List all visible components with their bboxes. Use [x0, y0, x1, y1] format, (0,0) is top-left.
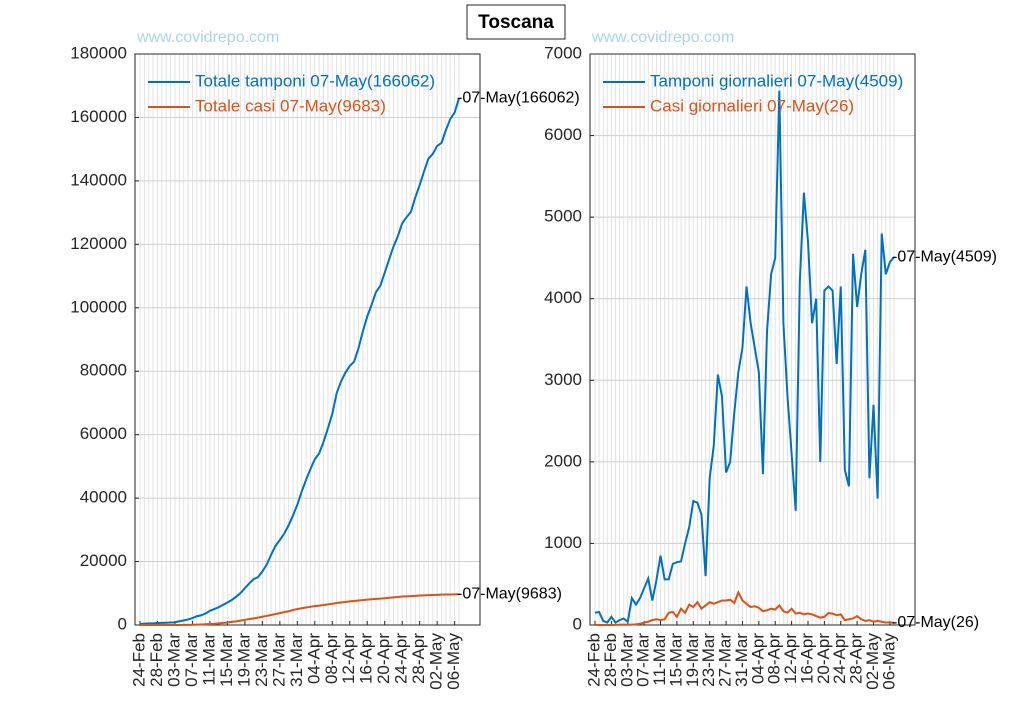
series-line [140, 593, 460, 626]
x-tick-label: 15-Mar [666, 633, 685, 687]
title-box [466, 4, 566, 40]
figure-title: Toscana [478, 12, 554, 33]
x-tick-label: 02-May [427, 633, 446, 690]
x-tick-label: 19-Mar [234, 633, 253, 687]
x-tick-label: 31-Mar [287, 633, 306, 687]
end-annotation: -07-May(4509) [892, 248, 997, 265]
y-tick-label: 2000 [544, 451, 582, 470]
y-tick-label: 20000 [80, 551, 127, 570]
y-tick-label: 100000 [70, 297, 127, 316]
x-tick-label: 11-Mar [199, 633, 218, 686]
y-tick-label: 5000 [544, 207, 582, 226]
y-tick-label: 60000 [80, 424, 127, 443]
y-tick-label: 3000 [544, 370, 582, 389]
x-tick-label: 28-Apr [847, 633, 866, 684]
axes-box [589, 53, 916, 626]
watermark: www.covidrepo.com [136, 29, 279, 46]
subplot: 0200004000060000800001000001200001400001… [70, 29, 580, 690]
x-tick-label: 24-Feb [584, 633, 603, 687]
axes-box [134, 53, 481, 626]
x-tick-label: 24-Apr [392, 633, 411, 684]
end-annotation: -07-May(166062) [457, 89, 580, 106]
x-tick-label: 31-Mar [732, 633, 751, 687]
y-tick-label: 80000 [80, 361, 127, 380]
x-tick-label: 08-Apr [322, 633, 341, 684]
x-tick-label: 04-Apr [304, 633, 323, 684]
x-tick-label: 28-Feb [601, 633, 620, 687]
x-tick-label: 06-May [444, 633, 463, 690]
x-tick-label: 28-Apr [409, 633, 428, 684]
x-tick-label: 07-Mar [182, 633, 201, 687]
x-tick-label: 27-Mar [716, 633, 735, 687]
x-tick-label: 11-Mar [650, 633, 669, 686]
y-tick-label: 140000 [70, 170, 127, 189]
y-tick-label: 6000 [544, 125, 582, 144]
end-annotation: -07-May(9683) [457, 586, 562, 603]
y-tick-label: 180000 [70, 43, 127, 62]
y-tick-label: 1000 [544, 533, 582, 552]
x-tick-label: 15-Mar [217, 633, 236, 687]
x-tick-label: 06-May [879, 633, 898, 690]
y-tick-label: 160000 [70, 107, 127, 126]
x-tick-label: 24-Apr [830, 633, 849, 684]
x-tick-label: 24-Feb [129, 633, 148, 687]
watermark: www.covidrepo.com [591, 29, 734, 46]
x-tick-label: 20-Apr [374, 633, 393, 684]
x-tick-label: 28-Feb [147, 633, 166, 687]
y-tick-label: 0 [118, 614, 127, 633]
end-annotation: -07-May(26) [892, 614, 979, 631]
legend-label: Totale casi 07-May(9683) [195, 96, 386, 115]
legend-label: Tamponi giornalieri 07-May(4509) [650, 71, 903, 90]
x-tick-label: 16-Apr [357, 633, 376, 684]
x-tick-label: 23-Mar [699, 633, 718, 687]
x-tick-label: 03-Mar [164, 633, 183, 687]
x-tick-label: 27-Mar [269, 633, 288, 687]
y-tick-label: 40000 [80, 488, 127, 507]
series-line [139, 97, 460, 626]
y-tick-label: 7000 [544, 43, 582, 62]
x-tick-label: 08-Apr [765, 633, 784, 684]
y-tick-label: 120000 [70, 234, 127, 253]
legend-label: Casi giornalieri 07-May(26) [650, 96, 854, 115]
x-tick-label: 19-Mar [683, 633, 702, 687]
x-tick-label: 12-Apr [339, 633, 358, 684]
legend-label: Totale tamponi 07-May(166062) [195, 71, 435, 90]
x-tick-label: 03-Mar [617, 633, 636, 687]
x-tick-label: 02-May [863, 633, 882, 690]
y-tick-label: 4000 [544, 288, 582, 307]
x-tick-label: 20-Apr [814, 633, 833, 684]
y-tick-label: 0 [573, 614, 582, 633]
x-tick-label: 12-Apr [781, 633, 800, 684]
x-tick-label: 04-Apr [748, 633, 767, 684]
plots: 0200004000060000800001000001200001400001… [70, 0, 1036, 703]
series-line [594, 589, 895, 626]
x-tick-label: 07-Mar [634, 633, 653, 687]
series-line [594, 90, 895, 624]
subplot: 0 1000 2000 3000 4000 5000 6000 7000 24-Feb28-Fe… [544, 0, 1036, 703]
x-tick-label: 23-Mar [252, 633, 271, 687]
x-tick-label: 16-Apr [797, 633, 816, 684]
